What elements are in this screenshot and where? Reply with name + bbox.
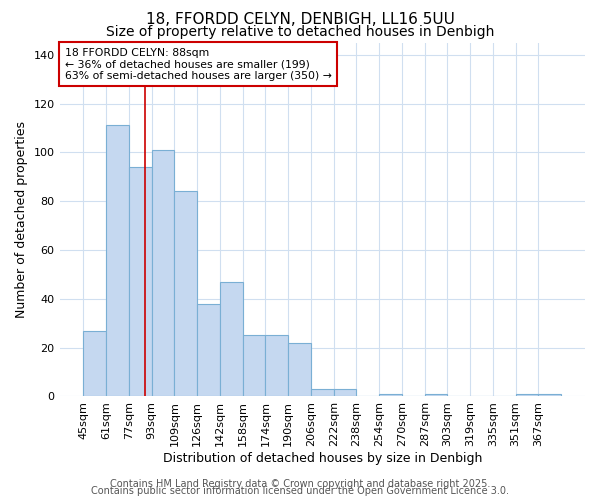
Text: 18, FFORDD CELYN, DENBIGH, LL16 5UU: 18, FFORDD CELYN, DENBIGH, LL16 5UU	[146, 12, 454, 28]
Bar	[379, 394, 402, 396]
Text: Size of property relative to detached houses in Denbigh: Size of property relative to detached ho…	[106, 25, 494, 39]
Bar	[83, 330, 106, 396]
Bar	[425, 394, 448, 396]
Bar	[242, 336, 265, 396]
Bar	[288, 343, 311, 396]
Bar	[515, 394, 538, 396]
Bar	[265, 336, 288, 396]
Bar	[129, 167, 152, 396]
Text: Contains HM Land Registry data © Crown copyright and database right 2025.: Contains HM Land Registry data © Crown c…	[110, 479, 490, 489]
Text: Contains public sector information licensed under the Open Government Licence 3.: Contains public sector information licen…	[91, 486, 509, 496]
Bar	[152, 150, 175, 396]
Bar	[197, 304, 220, 396]
Text: 18 FFORDD CELYN: 88sqm
← 36% of detached houses are smaller (199)
63% of semi-de: 18 FFORDD CELYN: 88sqm ← 36% of detached…	[65, 48, 332, 81]
Bar	[334, 389, 356, 396]
Bar	[311, 389, 334, 396]
Bar	[106, 126, 129, 396]
Bar	[175, 192, 197, 396]
Bar	[220, 282, 242, 397]
Y-axis label: Number of detached properties: Number of detached properties	[15, 121, 28, 318]
Bar	[538, 394, 561, 396]
X-axis label: Distribution of detached houses by size in Denbigh: Distribution of detached houses by size …	[163, 452, 482, 465]
